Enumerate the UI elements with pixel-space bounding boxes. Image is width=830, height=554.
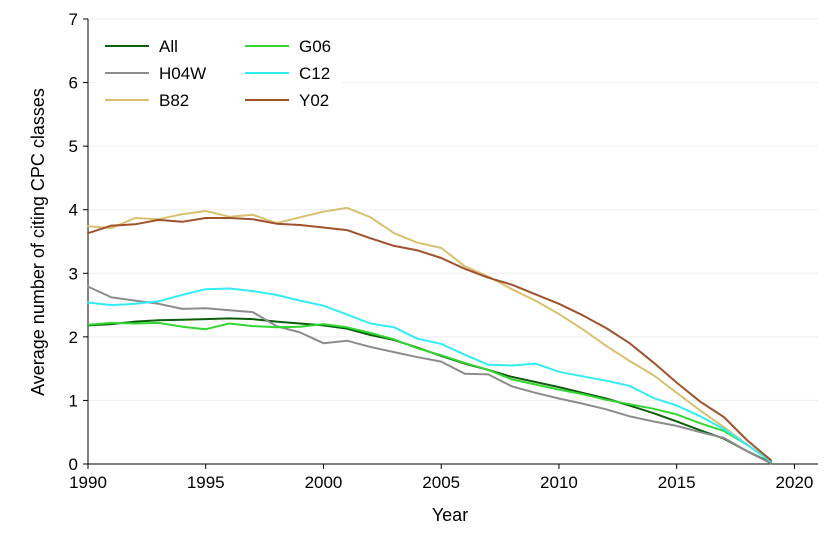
y-tick-label: 1 xyxy=(69,391,78,410)
series-lines xyxy=(87,206,772,465)
x-ticks: 1990 1995 2000 2005 2010 2015 2020 xyxy=(69,464,813,492)
x-tick-label: 1995 xyxy=(187,473,225,492)
series-line-h04w xyxy=(87,285,772,465)
series-line-g06 xyxy=(87,321,772,463)
y-tick-label: 7 xyxy=(69,10,78,29)
legend-label-b82: B82 xyxy=(159,91,189,110)
axes xyxy=(87,19,818,465)
x-tick-label: 2010 xyxy=(540,473,578,492)
x-tick-label: 2000 xyxy=(305,473,343,492)
x-axis-title: Year xyxy=(432,505,468,525)
y-tick-label: 0 xyxy=(69,455,78,474)
y-tick-label: 6 xyxy=(69,74,78,93)
series-line-c12 xyxy=(87,287,772,463)
series-line-y02 xyxy=(87,217,772,462)
y-tick-label: 5 xyxy=(69,137,78,156)
legend-label-y02: Y02 xyxy=(299,91,329,110)
y-tick-label: 4 xyxy=(69,201,78,220)
x-tick-label: 2015 xyxy=(658,473,696,492)
y-ticks: 0 1 2 3 4 5 6 7 xyxy=(69,10,88,474)
y-tick-label: 2 xyxy=(69,328,78,347)
legend: All H04W B82 G06 C12 Y02 xyxy=(96,29,342,117)
legend-label-all: All xyxy=(159,37,178,56)
x-tick-label: 1990 xyxy=(69,473,107,492)
legend-label-h04w: H04W xyxy=(159,64,206,83)
y-axis-title: Average number of citing CPC classes xyxy=(28,88,48,396)
x-tick-label: 2020 xyxy=(776,473,814,492)
y-tick-label: 3 xyxy=(69,264,78,283)
x-tick-label: 2005 xyxy=(422,473,460,492)
series-line-b82 xyxy=(87,206,772,462)
legend-label-c12: C12 xyxy=(299,64,330,83)
legend-label-g06: G06 xyxy=(299,37,331,56)
gridlines xyxy=(88,18,818,401)
